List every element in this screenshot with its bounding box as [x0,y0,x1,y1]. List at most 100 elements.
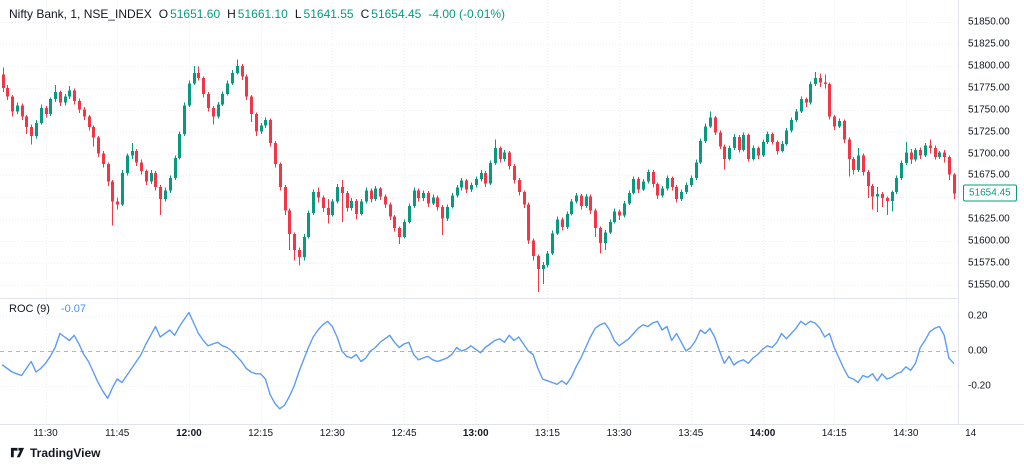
candle-body [647,171,650,182]
candle-body [45,107,48,115]
low-value: L 51641.55 [294,7,354,21]
tradingview-logo-link[interactable]: TradingView [10,445,100,460]
candle-body [35,122,38,136]
candle-body [116,201,119,205]
candle-body [613,211,616,222]
candle-body [881,193,884,199]
candle-body [656,184,659,196]
candle-body [556,219,559,234]
candle-body [790,120,793,131]
candle-body [2,74,5,88]
time-axis-label: 14:30 [893,428,919,439]
candle-body [785,130,788,144]
candle-body [484,172,487,184]
candle-body [121,172,124,205]
symbol-legend[interactable]: Nifty Bank, 1, NSE_INDEX O 51651.60 H 5166… [9,7,505,21]
candle-body [59,92,62,103]
candle-body [111,181,114,202]
candle-body [350,200,353,208]
candle-body [183,105,186,135]
candle-body [805,99,808,103]
candle-body [327,207,330,215]
roc-indicator-title: ROC (9) [9,303,50,315]
candle-body [393,216,396,229]
price-axis-label: 51600.00 [968,235,1010,247]
candle-body [97,137,100,154]
candle-body [221,93,224,105]
candle-body [886,198,889,201]
candle-body [68,90,71,97]
candle-body [685,185,688,193]
candle-body [40,107,43,123]
candle-body [73,90,76,101]
candle-body [370,190,373,200]
roc-axis-label: 0.20 [968,310,988,322]
candle-body [862,155,865,172]
time-axis-label: 12:00 [176,428,202,439]
roc-indicator-legend[interactable]: ROC (9) -0.07 [9,303,86,315]
candle-body [537,256,540,270]
candle-body [126,155,129,173]
price-axis-label: 51675.00 [968,169,1010,181]
candle-body [752,148,755,159]
candle-body [207,93,210,108]
candle-body [561,219,564,228]
candle-body [843,121,846,140]
candle-body [21,105,24,117]
candle-body [25,116,28,128]
candle-body [499,148,502,159]
candle-body [699,141,702,163]
roc-axis-label: 0.00 [968,345,988,357]
candle-body [652,171,655,185]
price-axis-label: 51575.00 [968,257,1010,269]
price-axis-label: 51725.00 [968,126,1010,138]
candle-body [589,196,592,211]
candle-body [814,78,817,85]
candle-body [456,187,459,196]
candle-body [475,178,478,186]
price-axis[interactable]: 51654.45 51850.00 51825.00 51800.00 51775.0… [958,0,1024,424]
candle-body [508,152,511,166]
candle-body [140,162,143,172]
candle-body [494,148,497,164]
candle-body [260,125,263,132]
candle-body [403,221,406,237]
candle-body [599,228,602,243]
candle-body [274,142,277,165]
candle-body [379,188,382,197]
candle-body [566,213,569,228]
candle-body [88,116,91,128]
roc-line [1,311,955,410]
candle-body [436,197,439,207]
candle-body [322,197,325,208]
candle-body [628,192,631,204]
time-axis[interactable]: 11:30 11:45 12:00 12:15 12:30 12:45 13:00 13:15… [0,424,1024,442]
candle-body [422,192,425,199]
candle-body [250,96,253,115]
candle-body [446,206,449,219]
roc-indicator-value: -0.07 [60,303,87,315]
candle-body [264,120,267,126]
candle-body [312,192,315,214]
time-axis-label: 13:15 [534,428,560,439]
high-value: H 51661.10 [227,7,288,21]
candle-body [480,172,483,179]
candle-body [838,121,841,127]
candle-body [632,178,635,193]
candle-body [809,84,812,103]
time-axis-label: 13:30 [606,428,632,439]
candle-body [159,186,162,200]
candle-body [154,172,157,187]
candle-body [709,117,712,127]
candle-body [675,186,678,200]
candle-body [11,96,14,112]
candle-body [704,126,707,142]
candle-body [914,149,917,160]
chart-canvas[interactable] [0,0,958,424]
candle-body [202,78,205,94]
candle-body [145,171,148,182]
candle-body [241,65,244,77]
candle-body [365,190,368,202]
time-axis-label: 12:15 [248,428,274,439]
